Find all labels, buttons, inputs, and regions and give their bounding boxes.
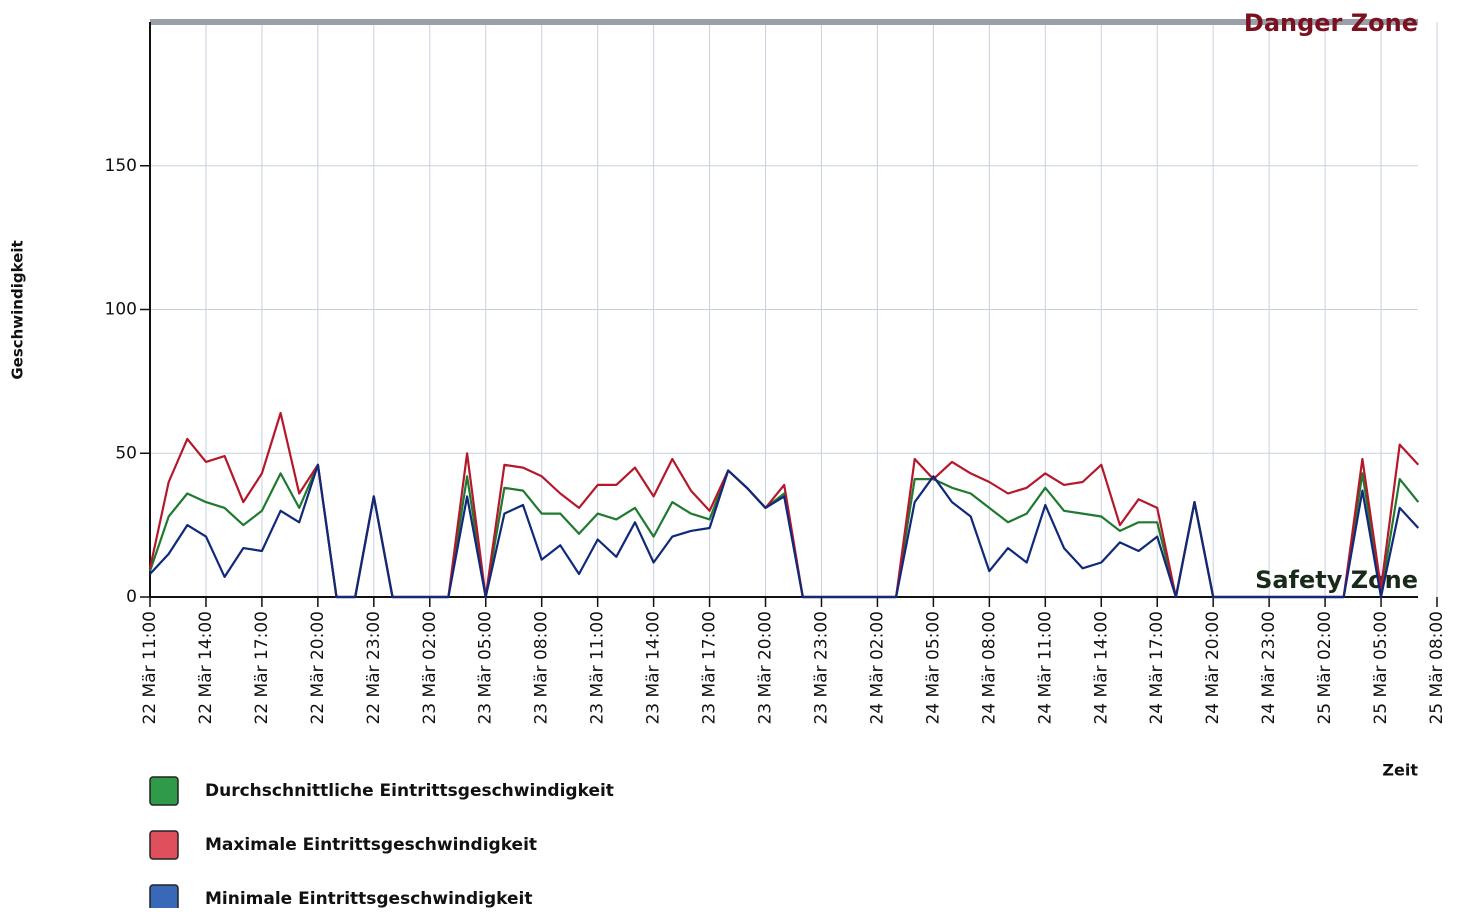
x-tick-label: 23 Mär 14:00 — [644, 611, 664, 725]
x-tick-label: 25 Mär 02:00 — [1315, 611, 1335, 725]
legend-label: Maximale Eintrittsgeschwindigkeit — [205, 835, 537, 855]
series-line — [148, 411, 1420, 599]
x-tick-label: 23 Mär 20:00 — [756, 611, 776, 725]
zone-label: Safety Zone — [1255, 566, 1418, 594]
x-tick-label: 22 Mär 11:00 — [140, 611, 160, 725]
series-line — [149, 463, 1420, 599]
x-tick-label: 24 Mär 05:00 — [923, 611, 943, 725]
y-axis-label: Geschwindigkeit — [9, 240, 27, 379]
x-tick-label: 23 Mär 11:00 — [588, 611, 608, 725]
x-tick-label: 22 Mär 23:00 — [364, 611, 384, 725]
y-tick-label: 150 — [105, 156, 137, 176]
x-tick-label: 23 Mär 02:00 — [420, 611, 440, 725]
legend-swatch — [149, 830, 179, 860]
y-tick-label: 0 — [126, 587, 137, 607]
x-axis-label: Zeit — [1382, 761, 1418, 780]
x-tick-label: 25 Mär 08:00 — [1427, 611, 1447, 725]
legend-swatch — [149, 884, 179, 912]
x-tick-label: 23 Mär 23:00 — [811, 611, 831, 725]
x-tick-label: 23 Mär 17:00 — [700, 611, 720, 725]
x-tick-label: 22 Mär 14:00 — [196, 611, 216, 725]
x-tick-label: 25 Mär 05:00 — [1371, 611, 1391, 725]
x-tick-label: 24 Mär 11:00 — [1035, 611, 1055, 725]
x-tick-label: 24 Mär 14:00 — [1091, 611, 1111, 725]
legend-swatch — [149, 776, 179, 806]
zone-label: Danger Zone — [1244, 9, 1418, 37]
x-tick-label: 24 Mär 02:00 — [867, 611, 887, 725]
x-tick-label: 24 Mär 20:00 — [1203, 611, 1223, 725]
legend-label: Minimale Eintrittsgeschwindigkeit — [205, 889, 533, 908]
x-tick-label: 22 Mär 17:00 — [252, 611, 272, 725]
x-tick-label: 24 Mär 23:00 — [1259, 611, 1279, 725]
legend-label: Durchschnittliche Eintrittsgeschwindigke… — [205, 781, 614, 801]
x-tick-label: 23 Mär 08:00 — [532, 611, 552, 725]
x-tick-label: 23 Mär 05:00 — [476, 611, 496, 725]
x-tick-label: 24 Mär 17:00 — [1147, 611, 1167, 725]
y-tick-label: 50 — [115, 443, 137, 463]
x-tick-label: 24 Mär 08:00 — [979, 611, 999, 725]
zone-band — [150, 19, 1418, 25]
y-tick-label: 100 — [105, 300, 137, 320]
x-tick-label: 22 Mär 20:00 — [308, 611, 328, 725]
